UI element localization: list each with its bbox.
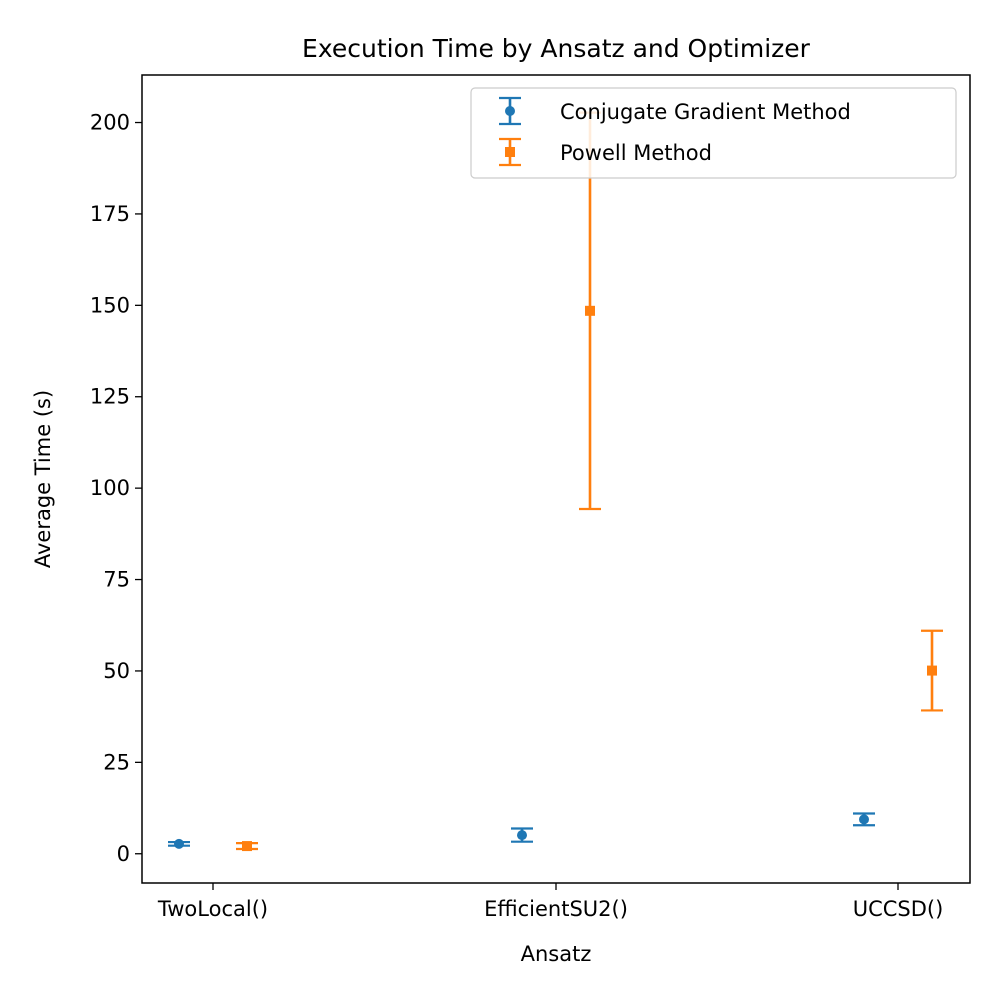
data-point [859, 814, 869, 825]
y-tick-label: 200 [90, 111, 130, 135]
series-layer [168, 111, 943, 852]
y-tick-label: 25 [103, 750, 130, 774]
y-tick-label: 100 [90, 476, 130, 500]
x-tick-label: UCCSD() [853, 897, 944, 921]
plot-frame [141, 74, 971, 884]
series-powell [236, 111, 943, 852]
y-tick-label: 125 [90, 385, 130, 409]
legend: Conjugate Gradient Method Powell Method [470, 87, 957, 179]
x-tick-label: TwoLocal() [157, 897, 268, 921]
x-axis-title: Ansatz [521, 942, 592, 966]
data-point [517, 830, 527, 841]
y-tick-label: 0 [117, 842, 130, 866]
y-tick-label: 150 [90, 293, 130, 317]
data-point [927, 665, 937, 676]
legend-item: Conjugate Gradient Method [499, 96, 851, 126]
legend-marker [505, 147, 515, 157]
y-axis-ticks: 0 25 50 75 100 125 150 175 200 [90, 111, 142, 866]
legend-box [470, 87, 957, 179]
legend-item: Powell Method [499, 137, 712, 167]
data-point [242, 841, 252, 852]
series-conjugate-gradient [168, 812, 875, 849]
data-point [174, 838, 184, 849]
y-tick-label: 175 [90, 202, 130, 226]
legend-label: Powell Method [560, 141, 712, 165]
y-tick-label: 75 [103, 568, 130, 592]
legend-marker [505, 106, 515, 116]
y-tick-label: 50 [103, 659, 130, 683]
chart-title: Execution Time by Ansatz and Optimizer [302, 34, 811, 63]
x-axis-ticks: TwoLocal() EfficientSU2() UCCSD() [157, 883, 943, 921]
y-axis-title: Average Time (s) [31, 390, 55, 568]
x-tick-label: EfficientSU2() [484, 897, 628, 921]
data-point [585, 305, 595, 316]
legend-label: Conjugate Gradient Method [560, 100, 851, 124]
